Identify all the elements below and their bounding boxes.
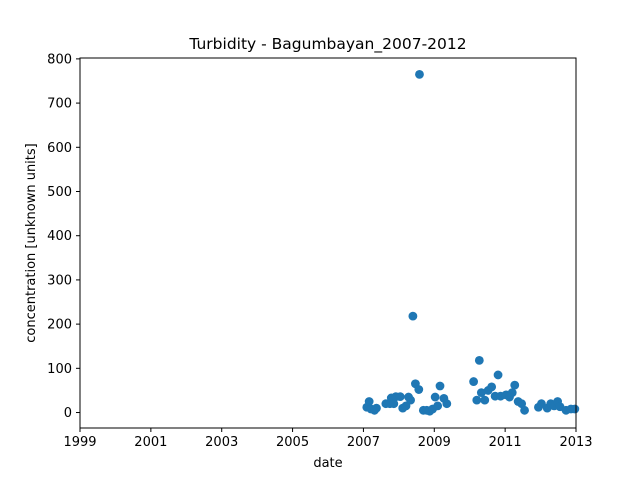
data-point [442, 399, 452, 409]
data-points [362, 69, 580, 416]
y-axis: 0 100 200 300 400 500 600 700 800 [47, 52, 80, 421]
data-point [430, 392, 440, 402]
y-tick-label: 100 [47, 362, 72, 377]
data-point [487, 382, 497, 392]
data-point [469, 377, 478, 386]
y-tick-label: 400 [47, 229, 72, 244]
data-point [372, 403, 381, 413]
x-tick-label: 1999 [63, 435, 96, 450]
y-tick-label: 300 [47, 273, 72, 288]
data-point [472, 395, 482, 405]
data-point [517, 399, 527, 409]
chart-title: Turbidity - Bagumbayan_2007-2012 [188, 35, 466, 54]
x-axis: 1999 2001 2003 2005 2007 2009 2011 2013 [63, 428, 593, 450]
y-tick-label: 0 [64, 406, 72, 421]
y-tick-label: 600 [47, 141, 72, 156]
x-tick-label: 2011 [489, 435, 522, 450]
y-tick-label: 700 [47, 97, 72, 112]
data-point [510, 380, 520, 390]
x-tick-label: 2001 [134, 435, 167, 450]
data-point [406, 395, 415, 405]
y-tick-label: 800 [47, 52, 72, 67]
data-point [389, 399, 399, 409]
data-point [364, 397, 374, 406]
data-point [433, 401, 443, 411]
data-point [480, 395, 490, 405]
y-tick-label: 500 [47, 185, 72, 200]
x-tick-label: 2003 [205, 435, 238, 450]
data-point [435, 381, 445, 391]
data-point [493, 370, 503, 380]
y-tick-label: 200 [47, 318, 72, 333]
y-axis-label: concentration [unknown units] [24, 143, 39, 342]
plot-area [80, 58, 576, 428]
data-point [476, 388, 486, 398]
data-point [415, 69, 424, 79]
x-tick-label: 2009 [418, 435, 451, 450]
data-point [395, 392, 405, 402]
data-point [414, 385, 424, 394]
x-tick-label: 2007 [347, 435, 380, 450]
data-point [507, 388, 517, 398]
x-tick-label: 2013 [559, 435, 592, 450]
data-point [474, 355, 484, 365]
x-axis-label: date [313, 456, 342, 471]
plot-frame [79, 57, 577, 429]
data-point [520, 405, 529, 415]
data-point [408, 311, 418, 321]
x-tick-label: 2005 [276, 435, 309, 450]
data-point [570, 404, 580, 414]
